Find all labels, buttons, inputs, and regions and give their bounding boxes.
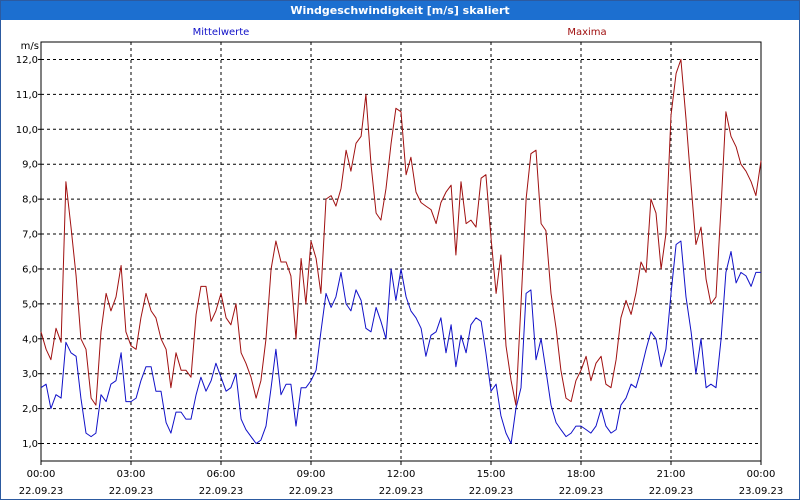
x-tick-time: 03:00 xyxy=(117,469,146,480)
legend: Mittelwerte Maxima xyxy=(193,27,607,38)
x-tick-date: 22.09.23 xyxy=(289,486,334,497)
chart-title: Windgeschwindigkeit [m/s] skaliert xyxy=(1,1,799,20)
y-tick-label: 8,0 xyxy=(22,195,38,206)
y-tick-label: 9,0 xyxy=(22,160,38,171)
x-tick-date: 22.09.23 xyxy=(559,486,604,497)
x-tick-time: 06:00 xyxy=(207,469,236,480)
x-tick-date: 22.09.23 xyxy=(649,486,694,497)
x-tick-date: 22.09.23 xyxy=(469,486,514,497)
x-tick-time: 00:00 xyxy=(747,469,776,480)
wind-speed-chart: m/s 1,02,03,04,05,06,07,08,09,010,011,01… xyxy=(16,27,784,497)
x-tick-date: 23.09.23 xyxy=(739,486,784,497)
grid-lines xyxy=(41,42,761,461)
series-lines xyxy=(40,59,762,444)
x-axis-ticks: 00:00 22.09.23 03:00 22.09.23 06:00 22.09.23 0… xyxy=(19,461,784,497)
series-line-maxima xyxy=(40,59,762,406)
x-tick-time: 18:00 xyxy=(567,469,596,480)
y-tick-label: 7,0 xyxy=(22,230,38,241)
x-tick-time: 12:00 xyxy=(387,469,416,480)
x-tick-time: 21:00 xyxy=(657,469,686,480)
y-tick-label: 12,0 xyxy=(16,55,38,66)
y-tick-label: 10,0 xyxy=(16,125,38,136)
y-tick-label: 4,0 xyxy=(22,334,38,345)
y-tick-label: 2,0 xyxy=(22,404,38,415)
x-tick-time: 00:00 xyxy=(27,469,56,480)
y-axis-ticks: 1,0 2,0 3,0 4,0 5,0 6,0 7,0 8,0 9,0 10,0 11,0 12,0 xyxy=(16,55,41,450)
chart-area: m/s 1,0 2,0 3,0 4,0 5,0 6,0 7,0 8,0 9,0 10,0 11,0 1… xyxy=(1,21,799,499)
x-tick-time: 09:00 xyxy=(297,469,326,480)
series-line-mittelwerte xyxy=(40,240,761,444)
x-tick-date: 22.09.23 xyxy=(379,486,424,497)
y-tick-label: 1,0 xyxy=(22,439,38,450)
legend-mittelwerte: Mittelwerte xyxy=(193,27,250,38)
x-tick-date: 22.09.23 xyxy=(19,486,64,497)
y-tick-label: 3,0 xyxy=(22,369,38,380)
x-tick-date: 22.09.23 xyxy=(109,486,154,497)
y-axis-label: m/s xyxy=(21,41,39,52)
x-tick-time: 15:00 xyxy=(477,469,506,480)
y-tick-label: 5,0 xyxy=(22,299,38,310)
y-tick-label: 11,0 xyxy=(16,90,38,101)
y-tick-label: 6,0 xyxy=(22,264,38,275)
x-tick-date: 22.09.23 xyxy=(199,486,244,497)
legend-maxima: Maxima xyxy=(567,27,606,38)
